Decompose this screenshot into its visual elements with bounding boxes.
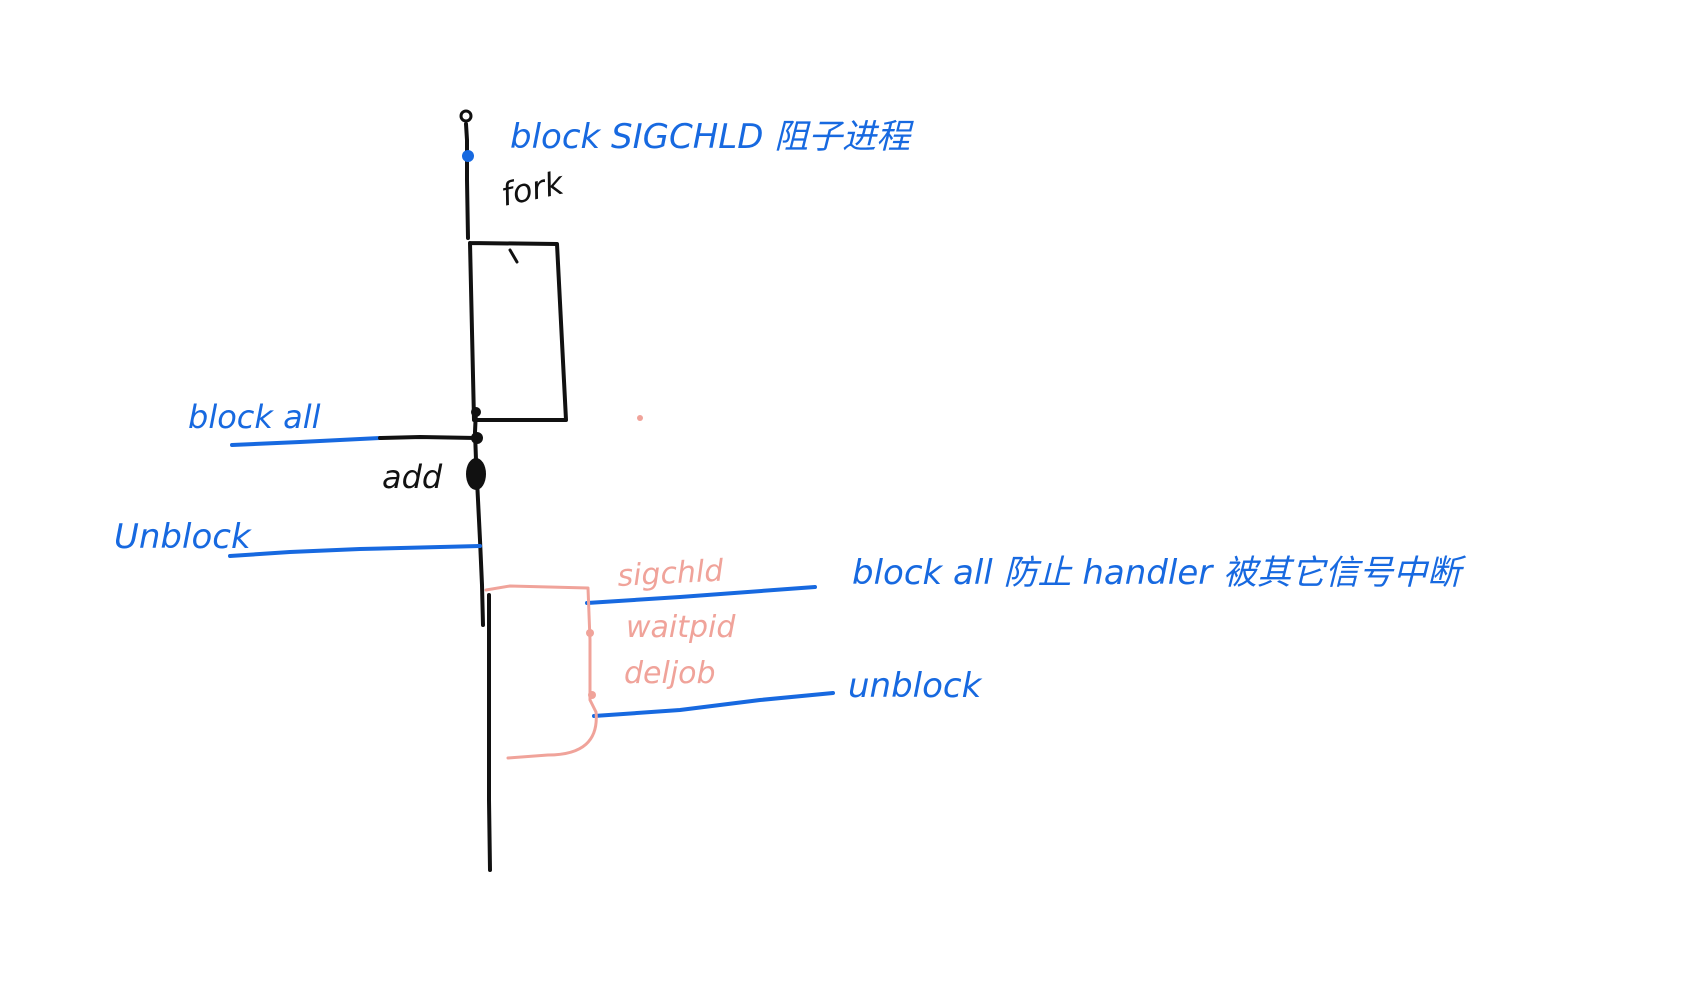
fork-label: fork — [498, 163, 569, 213]
block-all-handler-label: block all 防止 handler 被其它信号中断 — [852, 553, 1467, 593]
block-all-label-1: block all — [188, 398, 321, 436]
handler-dot — [588, 691, 596, 699]
child-box-tick — [508, 248, 519, 264]
child-process-box — [468, 241, 568, 422]
waitpid-label: waitpid — [626, 610, 736, 645]
block-sigchld-label: block SIGCHLD 阻子进程 — [510, 117, 914, 157]
block-all-connector — [378, 435, 478, 440]
unblock-line-1 — [228, 544, 482, 558]
add-label: add — [382, 458, 443, 496]
deljob-label: deljob — [624, 656, 716, 691]
child-box-outline — [468, 241, 568, 422]
parent-timeline — [459, 109, 492, 872]
add-mark-blob — [466, 458, 486, 490]
unblock-line-2 — [592, 691, 835, 718]
handler-dot — [586, 629, 594, 637]
start-dot — [459, 109, 473, 123]
handler-bracket-outline — [484, 584, 598, 760]
block-point — [462, 150, 474, 162]
blue-lines — [228, 150, 835, 718]
stray-dot — [637, 415, 643, 421]
unblock-label-1: Unblock — [114, 517, 252, 557]
block-all-handler-line — [585, 585, 817, 605]
timeline-bottom-segment — [487, 593, 492, 872]
sigchld-handler-bracket — [484, 584, 598, 760]
block-all-line — [230, 436, 382, 447]
timeline-mid-segment — [473, 408, 485, 627]
timeline-top-segment — [464, 122, 470, 240]
sigchld-label: sigchld — [617, 553, 726, 594]
unblock-label-2: unblock — [848, 666, 983, 706]
